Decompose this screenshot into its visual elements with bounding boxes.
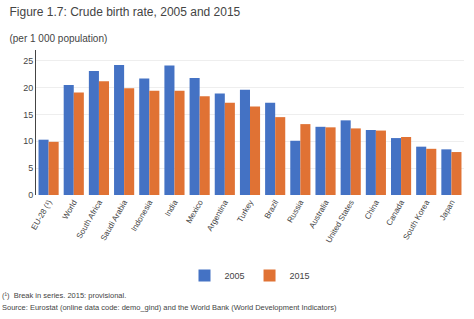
svg-text:Turkey: Turkey [235, 199, 255, 224]
svg-text:20: 20 [23, 83, 33, 93]
svg-text:EU-28 (¹): EU-28 (¹) [30, 198, 54, 231]
svg-text:2015: 2015 [290, 271, 310, 281]
svg-text:South Korea: South Korea [401, 198, 431, 241]
svg-text:Figure 1.7: Crude birth rate,: Figure 1.7: Crude birth rate, 2005 and 2… [9, 5, 240, 19]
svg-text:Mexico: Mexico [184, 198, 205, 225]
svg-text:25: 25 [23, 56, 33, 66]
svg-text:China: China [363, 198, 382, 221]
svg-text:(¹) Break in series. 2015: pr: (¹) Break in series. 2015: provisional. [2, 291, 126, 300]
svg-text:Russia: Russia [286, 198, 306, 224]
svg-text:Canada: Canada [384, 198, 406, 227]
svg-text:(per 1 000 population): (per 1 000 population) [9, 33, 107, 44]
svg-text:Argentina: Argentina [205, 198, 230, 233]
svg-text:Japan: Japan [438, 199, 457, 222]
svg-text:15: 15 [23, 110, 33, 120]
svg-text:2005: 2005 [225, 271, 245, 281]
svg-text:Australia: Australia [307, 198, 331, 230]
svg-text:World: World [61, 199, 79, 221]
svg-text:0: 0 [28, 190, 33, 200]
svg-text:Indonesia: Indonesia [129, 198, 154, 233]
svg-text:5: 5 [28, 163, 33, 173]
svg-text:United States: United States [324, 199, 356, 245]
svg-text:10: 10 [23, 136, 33, 146]
svg-text:India: India [163, 198, 180, 218]
svg-text:Brazil: Brazil [263, 198, 281, 220]
svg-text:South Africa: South Africa [75, 198, 105, 240]
svg-text:Saudi Arabia: Saudi Arabia [99, 198, 130, 242]
svg-text:Source: Eurostat (online data: Source: Eurostat (online data code: demo… [2, 303, 337, 312]
